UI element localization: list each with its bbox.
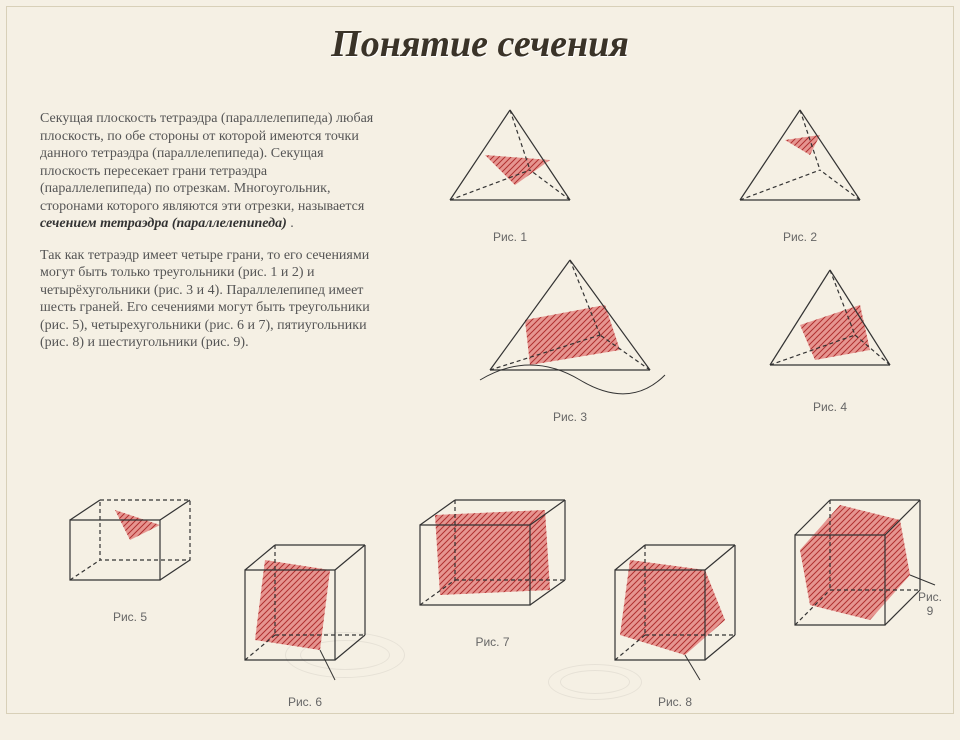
figure-4: Рис. 4 [750,260,910,414]
p1-tail: . [290,216,294,231]
fig8-label: Рис. 8 [590,695,760,709]
fig1-svg [430,100,590,230]
paragraph-2: Так как тетраэдр имеет четыре грани, то … [40,247,380,352]
fig2-svg [720,100,880,230]
figure-6: Рис. 6 [220,520,390,709]
figure-5: Рис. 5 [50,480,210,624]
content-area: Секущая плоскость тетраэдра (параллелепи… [40,100,940,700]
paragraph-1: Секущая плоскость тетраэдра (параллелепи… [40,110,380,233]
fig1-label: Рис. 1 [430,230,590,244]
fig5-label: Рис. 5 [50,610,210,624]
description-text: Секущая плоскость тетраэдра (параллелепи… [40,110,380,366]
fig2-label: Рис. 2 [720,230,880,244]
figure-1: Рис. 1 [430,100,590,244]
fig4-label: Рис. 4 [750,400,910,414]
fig7-svg [400,480,585,635]
p1-emphasis: сечением тетраэдра (параллелепипеда) [40,216,287,231]
figure-9: Рис. 9 [770,480,945,640]
fig3-svg [470,250,670,410]
figures-bottom: Рис. 5 Рис. 6 [50,480,950,740]
fig5-svg [50,480,210,610]
fig7-label: Рис. 7 [400,635,585,649]
fig6-label: Рис. 6 [220,695,390,709]
p1-text: Секущая плоскость тетраэдра (параллелепи… [40,111,373,214]
fig4-svg [750,260,910,400]
fig8-svg [590,520,760,695]
fig3-label: Рис. 3 [470,410,670,424]
figure-2: Рис. 2 [720,100,880,244]
figure-7: Рис. 7 [400,480,585,649]
figure-8: Рис. 8 [590,520,760,709]
fig9-label: Рис. 9 [915,590,945,618]
fig6-svg [220,520,390,695]
figure-3: Рис. 3 [470,250,670,424]
